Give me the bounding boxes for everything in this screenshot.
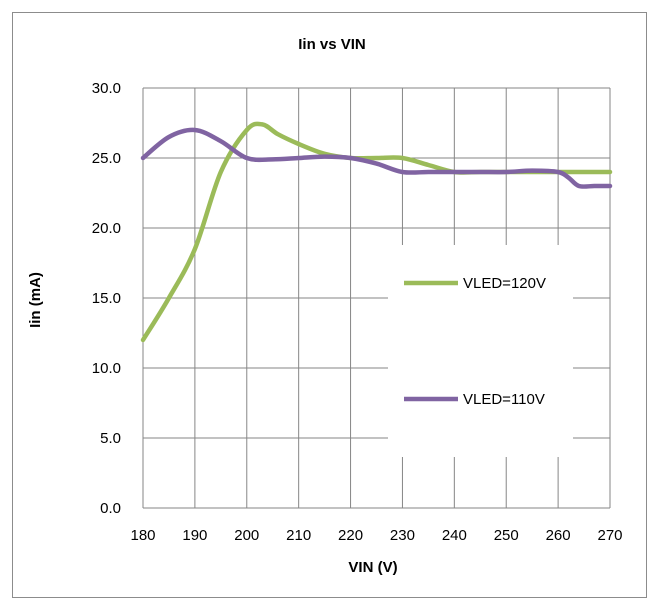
legend-label-1: VLED=120V xyxy=(463,275,546,292)
y-axis-title: Iin (mA) xyxy=(27,272,44,328)
tick-labels: 180 190 200 210 220 230 240 250 260 270 0.0 5.0 10.0… xyxy=(92,80,623,544)
y-tick-label: 15.0 xyxy=(92,290,121,307)
x-tick-label: 270 xyxy=(597,527,622,544)
x-tick-label: 190 xyxy=(182,527,207,544)
series-line-2 xyxy=(140,127,613,189)
x-tick-label: 210 xyxy=(286,527,311,544)
x-tick-label: 180 xyxy=(130,527,155,544)
y-tick-label: 25.0 xyxy=(92,150,121,167)
legend-background xyxy=(388,245,573,457)
series-lines xyxy=(140,121,613,343)
x-tick-label: 260 xyxy=(546,527,571,544)
y-tick-label: 10.0 xyxy=(92,360,121,377)
y-tick-label: 30.0 xyxy=(92,80,121,97)
x-axis-title: VIN (V) xyxy=(348,559,397,576)
legend-label-2: VLED=110V xyxy=(463,391,545,408)
x-tick-label: 220 xyxy=(338,527,363,544)
y-tick-label: 20.0 xyxy=(92,220,121,237)
x-tick-label: 230 xyxy=(390,527,415,544)
chart-title: Iin vs VIN xyxy=(298,36,366,53)
y-tick-label: 5.0 xyxy=(100,430,121,447)
x-tick-label: 200 xyxy=(234,527,259,544)
y-tick-label: 0.0 xyxy=(100,500,121,517)
legend: VLED=120V VLED=110V xyxy=(388,245,573,457)
x-tick-label: 240 xyxy=(442,527,467,544)
x-tick-label: 250 xyxy=(494,527,519,544)
